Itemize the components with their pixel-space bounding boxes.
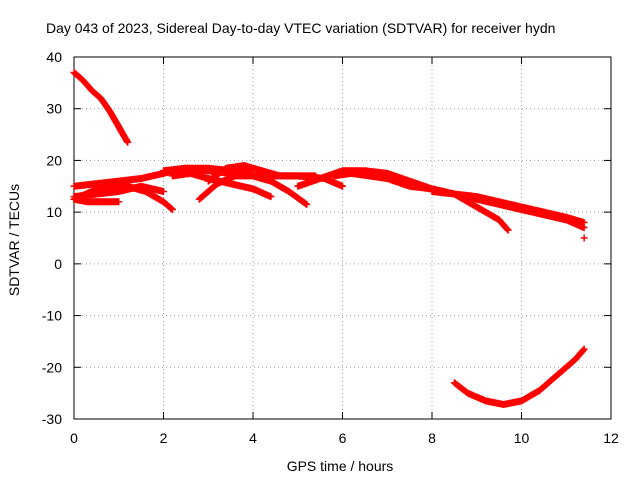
x-tick-label: 4 [249,430,257,446]
data-point [115,198,123,206]
data-point [124,138,132,146]
y-tick-label: 20 [46,152,62,168]
y-tick-label: -10 [42,308,62,324]
x-axis-label: GPS time / hours [287,458,394,474]
x-tick-label: 8 [428,430,436,446]
series-arc-4 [70,195,123,206]
y-tick-label: 40 [46,49,62,65]
data-point [267,193,275,201]
data-point [580,345,588,353]
series-arc-15 [450,345,588,408]
data-point [580,224,588,232]
y-ticks: 40 30 20 10 0 -10 -20 -30 [42,49,611,427]
x-tick-label: 0 [70,430,78,446]
data-points [70,69,588,408]
x-tick-label: 6 [339,430,347,446]
data-point [168,206,176,214]
data-point [503,225,511,233]
series-arc-14 [580,234,588,242]
chart-title: Day 043 of 2023, Sidereal Day-to-day VTE… [46,20,555,36]
series-arc-13 [428,188,588,232]
data-point [504,226,512,234]
y-tick-label: -20 [42,359,62,375]
x-tick-label: 10 [514,430,530,446]
data-point [579,346,587,354]
x-tick-label: 2 [160,430,168,446]
data-point [580,234,588,242]
data-point [160,187,167,195]
y-tick-label: 0 [54,256,62,272]
data-point [168,205,176,213]
series-arc-12 [383,175,512,234]
y-tick-label: 30 [46,101,62,117]
y-tick-label: -30 [42,411,62,427]
data-point [303,200,311,208]
x-ticks: 0 2 4 6 8 10 12 [70,57,619,446]
series-arc-5 [70,182,167,201]
x-tick-label: 12 [603,430,619,446]
grid-lines [74,57,611,419]
series-arc-1 [70,69,132,146]
y-tick-label: 10 [46,204,62,220]
y-axis-label: SDTVAR / TECUs [6,184,22,296]
data-point [339,182,346,190]
series-arc-8 [195,172,311,208]
